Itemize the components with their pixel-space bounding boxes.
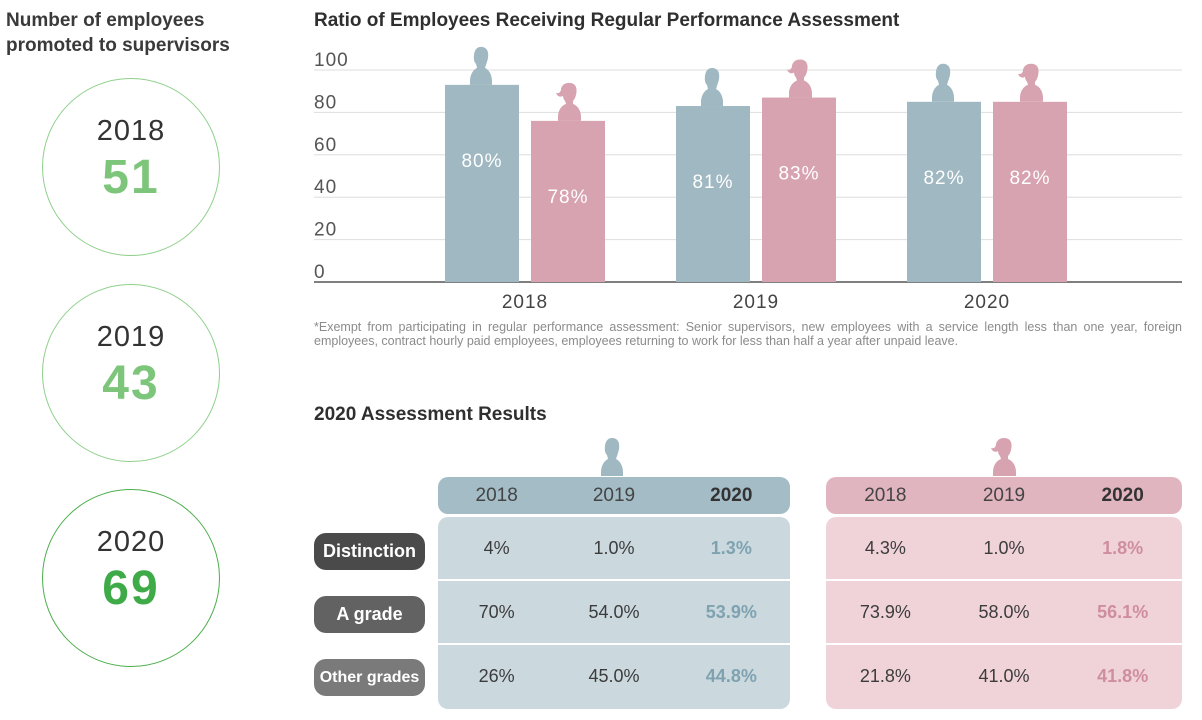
bar-data-label: 81% <box>692 172 733 193</box>
table-row: 21.8% 41.0% 41.8% <box>826 645 1182 707</box>
y-tick-label: 80 <box>314 92 337 113</box>
bar <box>445 84 519 282</box>
promotion-circle-2018: 2018 51 <box>42 78 220 256</box>
table-row: 26% 45.0% 44.8% <box>438 645 790 707</box>
bar-data-label: 82% <box>1009 168 1050 189</box>
bar-data-label: 80% <box>461 151 502 172</box>
female-icon <box>991 438 1016 476</box>
year-header: 2020 <box>1101 485 1144 506</box>
year-header: 2018 <box>475 485 518 506</box>
x-tick-label: 2019 <box>733 292 779 313</box>
table-cell: 1.3% <box>710 538 752 558</box>
promotion-circle-2019: 2019 43 <box>42 284 220 462</box>
table-cell: 54.0% <box>588 602 640 622</box>
bar-data-label: 83% <box>778 164 819 185</box>
y-tick-label: 100 <box>314 50 349 71</box>
y-tick-label: 60 <box>314 135 337 156</box>
promotion-count: 51 <box>102 151 160 204</box>
table-row: 73.9% 58.0% 56.1% <box>826 581 1182 645</box>
table-row: 4% 1.0% 1.3% <box>438 517 790 581</box>
bar-data-label: 82% <box>923 168 964 189</box>
female-icon <box>787 59 812 98</box>
table-cell: 70% <box>478 602 515 622</box>
x-tick-label: 2018 <box>502 292 548 313</box>
table-row: 70% 54.0% 53.9% <box>438 581 790 645</box>
year-header: 2019 <box>592 485 636 506</box>
assessment-title: 2020 Assessment Results <box>314 404 547 425</box>
y-tick-label: 20 <box>314 220 337 241</box>
table-cell: 4.3% <box>864 538 906 558</box>
table-cell: 1.0% <box>593 538 635 558</box>
bar <box>907 101 981 282</box>
female-icon <box>1018 63 1043 102</box>
male-icon <box>470 46 492 85</box>
assessment-ratio-chart: 0 20 40 60 80 100 80% 78% 2018 81% 83% 2019 82% 82% 20… <box>314 46 1182 313</box>
table-cell: 1.0% <box>983 538 1025 558</box>
promotion-year: 2019 <box>96 321 166 353</box>
grade-label-other-grades: Other grades <box>314 659 425 696</box>
bar-data-label: 78% <box>547 187 588 208</box>
table-cell: 1.8% <box>1102 538 1144 558</box>
table-cell: 53.9% <box>705 602 757 622</box>
promotions-title: Number of employees promoted to supervis… <box>6 10 230 56</box>
bar <box>762 97 836 282</box>
female-results-table: 4.3% 1.0% 1.8% 73.9% 58.0% 56.1% 21.8% 4… <box>826 517 1182 709</box>
table-cell: 26% <box>478 666 515 686</box>
female-icon <box>556 82 581 121</box>
female-table-header: 2018 2019 2020 <box>826 477 1182 514</box>
table-cell: 44.8% <box>705 666 757 686</box>
year-header: 2018 <box>864 485 907 506</box>
male-icon <box>701 68 723 107</box>
male-table-header: 2018 2019 2020 <box>438 477 790 514</box>
year-header: 2019 <box>982 485 1026 506</box>
promotion-count: 43 <box>102 357 160 410</box>
bar <box>531 120 605 282</box>
table-cell: 41.0% <box>978 666 1030 686</box>
table-cell: 56.1% <box>1097 602 1149 622</box>
promotion-year: 2018 <box>96 115 166 147</box>
male-icon <box>932 63 954 102</box>
table-cell: 41.8% <box>1097 666 1149 686</box>
male-results-table: 4% 1.0% 1.3% 70% 54.0% 53.9% 26% 45.0% 4… <box>438 517 790 709</box>
promotion-circle-2020: 2020 69 <box>42 489 220 667</box>
y-tick-label: 40 <box>314 177 337 198</box>
table-cell: 73.9% <box>859 602 911 622</box>
table-cell: 58.0% <box>978 602 1030 622</box>
y-tick-label: 0 <box>314 262 326 283</box>
table-cell: 21.8% <box>859 666 911 686</box>
table-row: 4.3% 1.0% 1.8% <box>826 517 1182 581</box>
grade-label-a-grade: A grade <box>314 596 425 633</box>
male-icon <box>601 438 623 476</box>
table-cell: 45.0% <box>588 666 640 686</box>
bar <box>993 101 1067 282</box>
promotion-year: 2020 <box>96 526 166 558</box>
promotion-count: 69 <box>102 562 160 615</box>
bar <box>676 106 750 282</box>
x-tick-label: 2020 <box>964 292 1010 313</box>
exemption-note: *Exempt from participating in regular pe… <box>314 320 1182 348</box>
table-cell: 4% <box>483 538 510 558</box>
chart-title: Ratio of Employees Receiving Regular Per… <box>314 10 900 31</box>
year-header: 2020 <box>710 485 753 506</box>
grade-label-distinction: Distinction <box>314 533 425 570</box>
